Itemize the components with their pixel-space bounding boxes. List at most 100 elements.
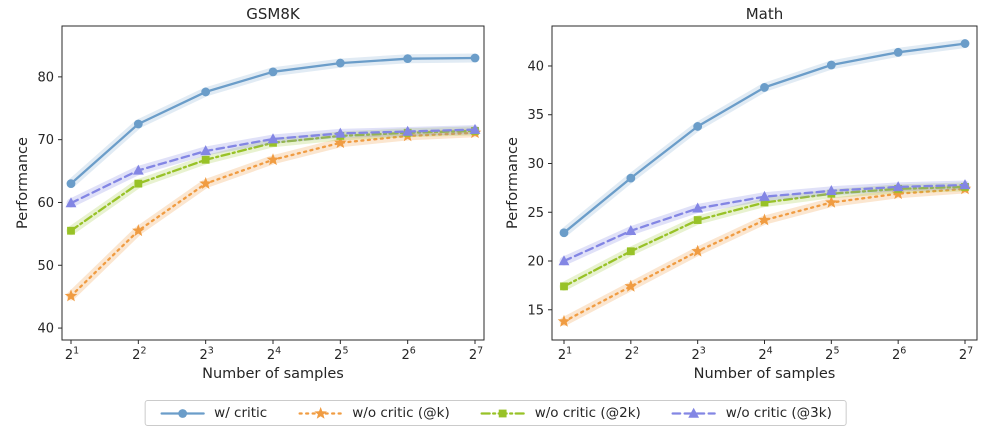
data-point-w-o-critic-3k [759, 190, 770, 201]
data-point-w-o-critic-k [64, 289, 78, 302]
y-tick-label: 25 [527, 206, 544, 221]
x-tick-label: 25 [334, 346, 348, 364]
legend-swatch-star [298, 406, 343, 419]
x-tick-label: 26 [402, 346, 416, 364]
data-point-w-critic [760, 83, 769, 92]
legend-item-w-o-critic-2k: w/o critic (@2k) [480, 405, 641, 421]
data-point-w-o-critic-2k [693, 216, 702, 224]
y-tick-label: 35 [527, 108, 544, 123]
data-point-w-o-critic-k [266, 153, 280, 166]
y-tick-label: 30 [527, 157, 544, 172]
data-point-w-o-critic-k [132, 224, 145, 237]
y-axis-label: Performance [15, 137, 31, 229]
data-point-w-o-critic-3k [892, 181, 904, 192]
legend-item-w-o-critic-k: w/o critic (@k) [297, 405, 450, 421]
legend-item-w-o-critic-3k: w/o critic (@3k) [671, 405, 832, 421]
y-tick-label: 60 [37, 196, 54, 211]
error-band-w-critic [66, 53, 480, 189]
x-tick-label: 24 [267, 346, 281, 364]
data-point-w-o-critic-3k [132, 164, 144, 175]
data-point-w-o-critic-3k [65, 197, 77, 208]
data-point-w-critic [133, 119, 143, 129]
data-point-w-critic [626, 173, 636, 183]
data-point-w-critic [693, 122, 703, 131]
panel-title: GSM8K [246, 5, 301, 23]
legend-swatch-circle [160, 409, 205, 418]
data-point-w-o-critic-3k [959, 179, 971, 190]
data-point-w-o-critic-3k [469, 123, 481, 134]
legend-label: w/o critic (@2k) [534, 405, 641, 421]
data-point-w-critic [960, 39, 970, 48]
data-point-w-o-critic-3k [825, 185, 837, 196]
x-tick-label: 26 [892, 346, 906, 364]
data-point-w-o-critic-k [199, 177, 212, 189]
data-point-w-o-critic-2k [760, 198, 769, 207]
data-point-w-critic [268, 67, 278, 77]
data-point-w-critic [66, 179, 76, 189]
x-tick-label: 23 [692, 346, 706, 364]
data-point-w-o-critic-k [624, 279, 638, 292]
panel-title: Math [746, 5, 784, 23]
data-point-w-o-critic-2k [201, 155, 210, 164]
y-tick-label: 40 [37, 322, 54, 337]
x-axis-label: Number of samples [202, 366, 344, 382]
data-point-w-o-critic-2k [134, 179, 143, 188]
legend-label: w/ critic [214, 405, 268, 421]
data-point-w-o-critic-k [891, 187, 905, 200]
data-point-w-critic [893, 47, 903, 57]
data-point-w-o-critic-k [825, 195, 838, 208]
legend-marker-triangle [688, 407, 700, 418]
x-tick-label: 24 [758, 346, 772, 364]
data-point-w-o-critic-2k [560, 282, 568, 291]
y-axis-label: Performance [505, 137, 521, 229]
data-point-w-o-critic-k [557, 314, 571, 327]
data-point-w-critic [826, 60, 836, 70]
data-point-w-o-critic-3k [625, 224, 637, 235]
x-tick-label: 25 [825, 346, 839, 364]
x-tick-label: 21 [65, 346, 79, 364]
y-tick-label: 15 [527, 303, 544, 318]
x-tick-label: 23 [200, 346, 214, 364]
data-point-w-critic [201, 87, 211, 97]
x-tick-label: 22 [625, 346, 639, 364]
panel-gsm8k: 40 50 60 70 80 21 22 23 24 25 26 27 GSM8K Number of s… [15, 5, 485, 382]
legend-label: w/o critic (@k) [352, 405, 450, 421]
data-point-w-critic [335, 58, 345, 68]
data-point-w-o-critic-k [691, 244, 704, 257]
data-point-w-critic [470, 53, 480, 63]
y-tick-label: 40 [527, 59, 544, 74]
y-tick-label: 80 [37, 70, 54, 85]
data-point-w-o-critic-3k [267, 133, 279, 144]
y-tick-label: 70 [37, 133, 54, 148]
data-point-w-o-critic-k [334, 136, 347, 149]
data-point-w-o-critic-3k [692, 202, 704, 213]
data-point-w-o-critic-3k [200, 145, 212, 156]
y-tick-label: 20 [527, 255, 544, 270]
data-point-w-o-critic-2k [67, 226, 75, 235]
legend-marker-square [498, 409, 507, 418]
x-tick-label: 27 [469, 346, 483, 364]
data-point-w-o-critic-3k [402, 125, 414, 136]
data-point-w-critic [559, 228, 569, 238]
legend: w/ critic w/o critic (@k) w/o critic (@2k)… [144, 400, 847, 426]
data-point-w-o-critic-3k [558, 255, 570, 266]
legend-swatch-triangle [671, 407, 716, 418]
y-tick-label: 50 [37, 259, 54, 274]
x-tick-label: 27 [959, 346, 973, 364]
data-point-w-o-critic-3k [334, 127, 346, 138]
x-tick-label: 21 [558, 346, 572, 364]
data-point-w-critic [403, 54, 413, 64]
data-point-w-o-critic-k [758, 213, 771, 226]
legend-label: w/o critic (@3k) [725, 405, 832, 421]
legend-marker-circle [177, 409, 187, 418]
legend-swatch-square [480, 409, 525, 418]
data-point-w-o-critic-2k [626, 247, 635, 256]
x-axis-label: Number of samples [694, 366, 836, 382]
legend-marker-star [313, 406, 327, 419]
series-line-w-critic [69, 56, 477, 185]
panel-math: 15 20 25 30 35 40 21 22 23 24 25 26 27 Math Number of … [505, 5, 978, 382]
x-tick-label: 22 [132, 346, 146, 364]
legend-item-w-critic: w/ critic [159, 405, 267, 421]
